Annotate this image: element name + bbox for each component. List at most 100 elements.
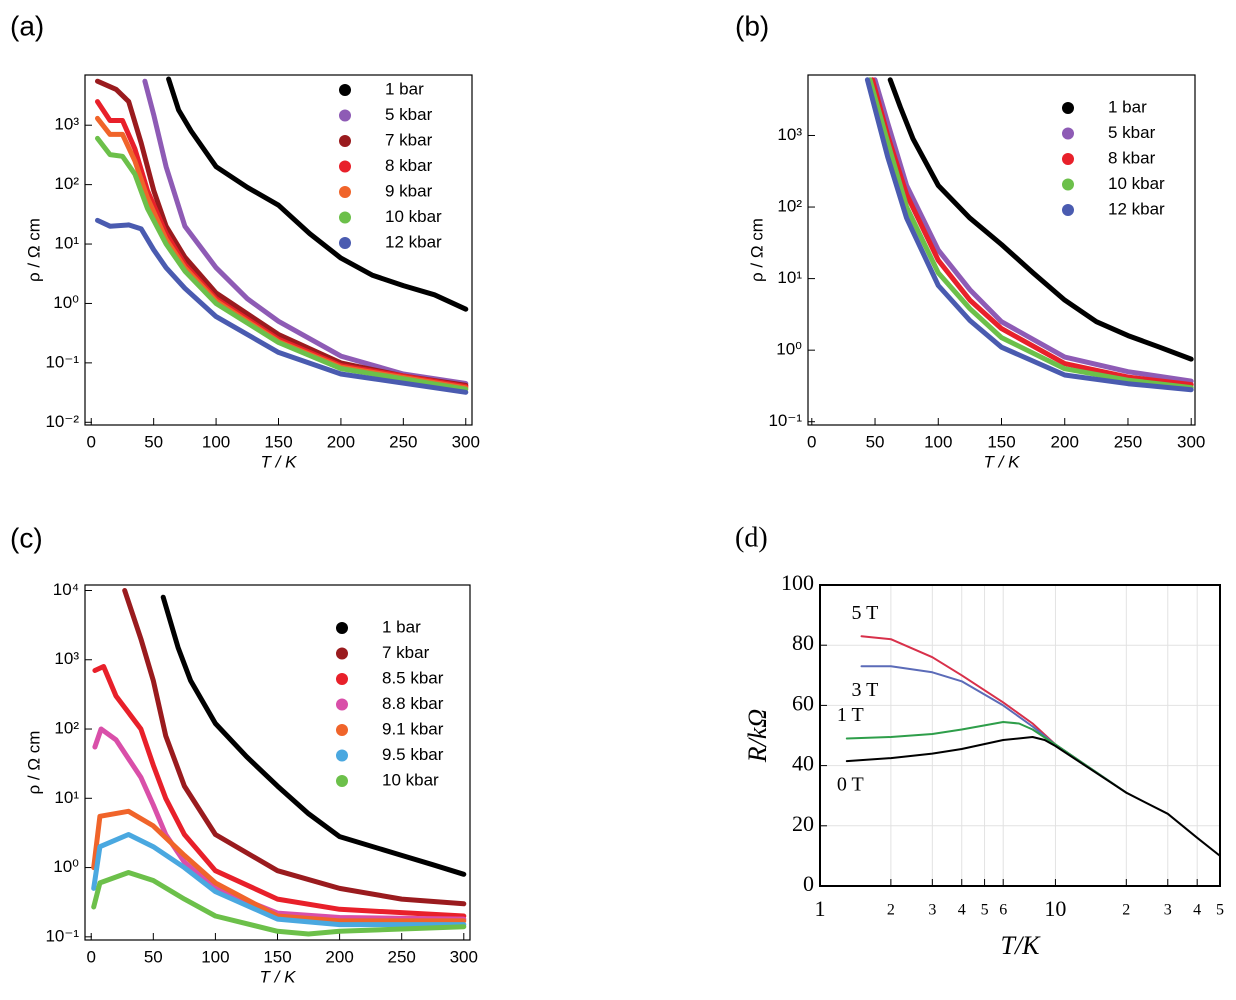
series-line <box>872 77 1194 384</box>
legend-label: 8.8 kbar <box>382 694 444 713</box>
y-axis-label: ρ / Ω cm <box>24 731 43 795</box>
x-tick-label: 150 <box>263 947 291 966</box>
x-tick-label: 100 <box>202 432 230 451</box>
series-line <box>95 135 469 392</box>
y-axis-label: ρ / Ω cm <box>747 218 766 282</box>
x-tick-label: 2 <box>1122 902 1130 919</box>
y-axis-label: R/kΩ <box>743 709 772 763</box>
legend-marker <box>1062 153 1074 165</box>
panel-label: (b) <box>735 10 769 41</box>
x-tick-label: 100 <box>201 947 229 966</box>
x-tick-label: 4 <box>958 902 966 919</box>
series-line <box>845 736 1220 857</box>
legend-marker <box>336 749 348 762</box>
panel-label: (c) <box>10 522 43 553</box>
y-tick-label: 10² <box>54 719 79 738</box>
y-tick-label: 10³ <box>54 115 79 134</box>
plot-frame <box>807 74 1196 426</box>
legend-label: 1 bar <box>382 617 421 636</box>
legend-marker <box>339 186 351 198</box>
legend-label: 7 kbar <box>385 130 433 149</box>
x-tick-label: 150 <box>264 432 292 451</box>
legend-marker <box>339 109 351 122</box>
x-tick-label: 300 <box>450 947 478 966</box>
panel-label: (a) <box>10 10 44 41</box>
series-line <box>122 588 467 907</box>
x-tick-label: 300 <box>1177 432 1205 451</box>
legend-label: 5 kbar <box>385 105 433 124</box>
legend-label: 12 kbar <box>385 232 442 251</box>
x-tick-label: 150 <box>987 432 1015 451</box>
series-line <box>887 77 1194 362</box>
series-line <box>860 635 1128 794</box>
legend-marker <box>336 647 348 660</box>
legend-label: 9.5 kbar <box>382 745 444 764</box>
legend-label: 8 kbar <box>385 156 433 175</box>
plot-frame <box>819 584 1221 887</box>
legend-label: 10 kbar <box>1108 174 1165 193</box>
x-tick-label: 6 <box>999 902 1007 919</box>
legend-marker <box>336 622 348 634</box>
series-label: 1 T <box>837 704 864 726</box>
series-label: 3 T <box>851 679 878 701</box>
legend-marker <box>339 237 351 249</box>
y-tick-label: 20 <box>792 811 814 836</box>
y-tick-label: 10⁰ <box>776 340 802 359</box>
legend-label: 8 kbar <box>1108 148 1156 167</box>
legend-marker <box>1062 178 1074 191</box>
series-line <box>160 594 467 877</box>
y-tick-label: 10¹ <box>54 234 79 253</box>
y-tick-label: 10⁻² <box>45 412 79 431</box>
x-tick-label: 0 <box>86 947 95 966</box>
legend-label: 10 kbar <box>385 207 442 226</box>
y-tick-label: 10⁻¹ <box>768 411 802 430</box>
plot-frame <box>84 74 473 426</box>
x-axis-label: T/K <box>1000 931 1041 960</box>
y-tick-label: 10⁰ <box>53 293 79 312</box>
legend-marker <box>339 160 351 173</box>
legend-label: 1 bar <box>385 79 424 98</box>
plot-frame <box>84 584 471 941</box>
panel: (c) 0 50 100 150 200 250 300 10⁻¹ 10⁰ 10¹ 10² 10³ 10⁴… <box>10 522 478 986</box>
x-tick-label: 200 <box>327 432 355 451</box>
x-tick-label: 100 <box>924 432 952 451</box>
x-tick-label: 300 <box>452 432 480 451</box>
x-tick-label: 250 <box>1114 432 1142 451</box>
y-tick-label: 10² <box>54 174 79 193</box>
legend-label: 8.5 kbar <box>382 668 444 687</box>
x-axis-label: T / K <box>260 967 297 986</box>
series-line <box>864 77 1194 393</box>
x-tick-label: 3 <box>1164 902 1172 919</box>
panel: (a) 0 50 100 150 200 250 300 10⁻² 10⁻¹ 10⁰ 10¹ 10² 10… <box>10 10 480 471</box>
x-tick-label: 50 <box>144 432 163 451</box>
y-tick-label: 10² <box>777 197 802 216</box>
x-tick-label: 0 <box>807 432 816 451</box>
x-tick-label: 5 <box>1216 902 1224 919</box>
series-label: 5 T <box>851 602 878 624</box>
series-line <box>91 870 467 937</box>
x-tick-label: 200 <box>325 947 353 966</box>
series-line <box>142 78 469 386</box>
x-tick-label: 10 <box>1044 896 1066 921</box>
y-axis-label: ρ / Ω cm <box>24 218 43 282</box>
x-tick-label: 250 <box>389 432 417 451</box>
legend-label: 9.1 kbar <box>382 719 444 738</box>
series-line <box>95 217 469 395</box>
legend-marker <box>1062 204 1074 216</box>
y-tick-label: 10¹ <box>777 268 802 287</box>
x-tick-label: 50 <box>144 947 163 966</box>
x-axis-label: T / K <box>984 452 1021 471</box>
x-tick-label: 4 <box>1193 902 1201 919</box>
x-tick-label: 0 <box>87 432 96 451</box>
y-tick-label: 10⁻¹ <box>45 926 79 945</box>
legend-marker <box>339 211 351 224</box>
series-line <box>867 77 1194 391</box>
y-tick-label: 10³ <box>777 125 802 144</box>
x-tick-label: 1 <box>815 896 826 921</box>
y-tick-label: 60 <box>792 690 814 715</box>
y-tick-label: 80 <box>792 630 814 655</box>
series-line <box>845 721 1128 794</box>
y-tick-label: 40 <box>792 751 814 776</box>
